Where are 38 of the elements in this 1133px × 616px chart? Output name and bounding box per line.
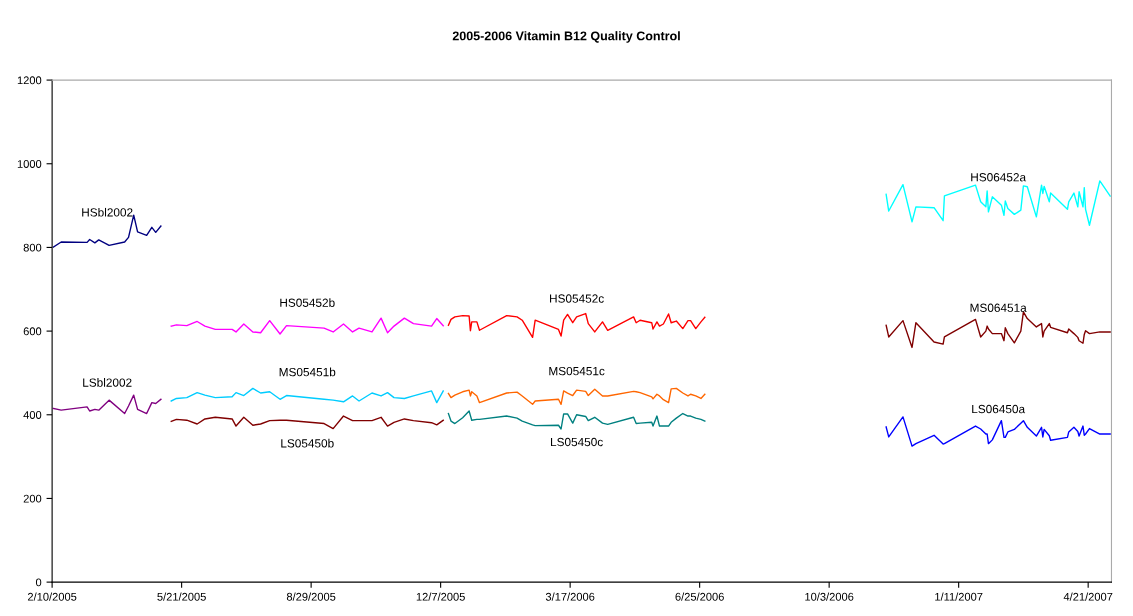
y-tick-label: 0 — [35, 578, 42, 587]
series-label: MS06451a — [970, 303, 1027, 312]
series-label: HS06452a — [971, 173, 1027, 182]
x-tick-label: 5/21/2005 — [157, 592, 206, 601]
x-tick-label: 6/25/2006 — [675, 592, 724, 601]
line-series — [885, 180, 1111, 226]
series-label: MS05451b — [279, 367, 336, 377]
y-tick-label: 400 — [23, 411, 42, 419]
chart-title: 2005-2006 Vitamin B12 Quality Control — [452, 31, 680, 43]
line-series — [885, 311, 1111, 349]
x-tick-label: 12/7/2005 — [416, 592, 465, 601]
line-series — [885, 416, 1111, 447]
x-tick-label: 3/17/2006 — [545, 592, 595, 601]
x-tick-label: 1/11/2007 — [935, 592, 983, 601]
y-tick-label: 200 — [23, 494, 42, 503]
x-tick-label: 4/21/2007 — [1063, 592, 1113, 601]
series-label: HS05452c — [550, 294, 604, 303]
y-tick-label: 1200 — [17, 76, 42, 85]
y-tick-label: 600 — [23, 327, 42, 336]
x-tick-label: 2/10/2005 — [27, 592, 77, 601]
line-series — [447, 410, 706, 430]
y-tick-label: 800 — [23, 243, 42, 252]
series-label: HS05452b — [280, 298, 335, 307]
series-label: LS05450c — [551, 437, 603, 447]
series-label: LS05450b — [281, 438, 334, 448]
line-series — [170, 317, 444, 335]
x-tick-label: 10/3/2006 — [805, 592, 854, 601]
x-tick-label: 8/29/2005 — [286, 592, 336, 601]
line-series — [52, 394, 162, 415]
series-label: HSbl2002 — [82, 207, 133, 217]
y-tick-label: 1000 — [17, 160, 42, 168]
series-label: LS06450a — [972, 404, 1026, 414]
line-series — [447, 312, 706, 339]
line-series — [170, 415, 444, 430]
line-series — [447, 387, 706, 406]
series-label: LSbl2002 — [83, 378, 132, 387]
series-label: MS05451c — [549, 366, 605, 376]
line-series — [170, 387, 444, 404]
